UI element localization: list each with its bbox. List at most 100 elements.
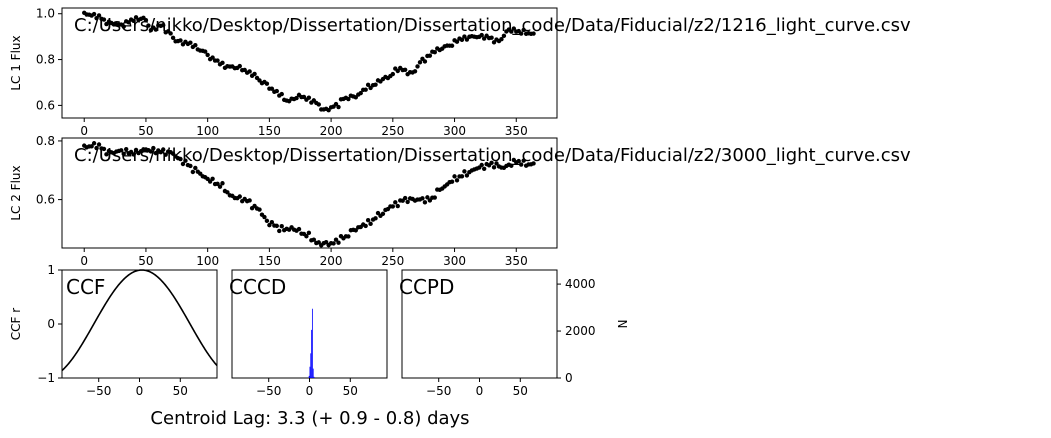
data-point [380,211,386,216]
data-point [333,237,339,242]
data-point [183,158,188,163]
lc2-xticks: 0 50 100 150 200 250 300 350 [80,248,528,268]
data-point [119,148,124,153]
y-tick-label: −1 [37,371,55,385]
histogram-bar [309,366,311,378]
data-point [365,82,371,88]
y-tick-label: 0 [565,371,573,385]
x-tick-label: 50 [513,384,528,398]
data-point [346,234,351,239]
data-point [326,108,331,113]
x-tick-label: −50 [256,384,281,398]
data-point [247,198,252,203]
data-point [323,240,329,245]
y-tick-label: 0.6 [36,193,55,207]
data-point [336,240,341,245]
data-point [365,218,371,223]
data-point [294,95,299,101]
data-point [420,196,425,201]
data-point [101,146,107,152]
lc2-axes-frame [61,137,558,249]
data-point [412,69,418,74]
data-point [210,176,215,182]
data-point [94,145,99,151]
data-point [462,169,467,174]
data-point [247,69,252,74]
data-point [123,147,129,152]
data-point [509,29,514,34]
cccd-bars [308,308,315,378]
data-point [531,31,536,36]
data-point [131,152,136,157]
data-point [494,161,499,166]
y-tick-label: 0 [47,317,55,331]
data-point [121,151,126,157]
data-point [143,18,149,23]
data-point [415,64,420,69]
data-point [464,173,470,178]
lc2-points [82,141,536,248]
data-point [395,203,400,209]
data-point [422,59,428,64]
x-tick-label: 350 [505,254,528,268]
data-point [188,40,193,45]
x-tick-label: 300 [443,254,466,268]
x-tick-label: −50 [426,384,451,398]
histogram-bar [311,308,313,378]
data-point [279,91,284,97]
y-tick-label: 0.6 [36,98,55,112]
data-point [91,11,97,17]
x-tick-label: 100 [196,254,219,268]
data-point [215,181,220,186]
data-point [333,101,339,107]
data-point [161,22,166,28]
lc2-yticks: 0.6 0.8 [36,134,62,207]
data-point [519,162,524,167]
data-point [193,42,198,48]
data-point [304,234,309,239]
data-point [336,104,341,110]
data-point [481,166,487,172]
data-point [346,96,351,102]
data-point [252,71,257,77]
data-point [519,31,524,36]
data-point [449,43,455,48]
data-point [202,49,208,54]
lc1-title: C:/Users/nikko/Desktop/Dissertation/Diss… [74,15,911,36]
data-point [205,52,210,58]
data-point [153,27,159,32]
x-tick-label: 200 [320,124,343,138]
data-point [306,95,312,100]
data-point [274,223,279,229]
data-point [422,200,428,205]
data-point [104,152,109,157]
data-point [358,90,363,96]
cccd-title: CCCD [229,275,286,299]
data-point [499,37,504,42]
data-point [363,223,368,229]
y-tick-label: 2000 [565,324,596,338]
data-point [462,34,467,39]
lc1-axes-frame [61,7,558,119]
ccf-xticks: −50 0 50 [86,378,188,398]
data-point [190,169,196,175]
data-point [501,33,507,39]
data-point [417,60,423,65]
x-tick-label: 250 [381,124,404,138]
data-point [363,87,368,92]
data-point [217,184,223,189]
data-point [215,58,220,63]
y-tick-label: 1 [47,263,55,277]
data-point [121,24,126,29]
data-point [269,220,275,225]
data-point [210,55,215,60]
x-tick-label: 0 [80,124,88,138]
ccpd-yticks: 0 2000 4000 [557,277,596,385]
data-point [531,161,536,166]
data-point [521,27,526,33]
data-point [163,152,168,157]
data-point [311,237,317,242]
data-point [454,178,460,183]
data-point [148,149,154,154]
data-point [89,144,94,149]
